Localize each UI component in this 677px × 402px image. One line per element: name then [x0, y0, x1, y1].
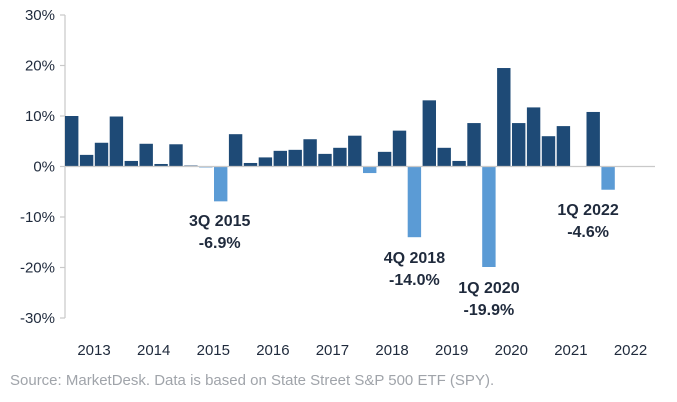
- bar: [318, 153, 332, 167]
- quarterly-returns-chart: 30% 20% 10% 0% -10% -20% -30% 2013 2014 2015 2016 2…: [20, 7, 655, 359]
- bar: [467, 123, 481, 167]
- source-note: Source: MarketDesk. Data is based on Sta…: [10, 372, 495, 389]
- x-tick-label: 2017: [316, 342, 349, 359]
- bar: [288, 149, 302, 167]
- bar: [407, 166, 422, 238]
- bar: [437, 147, 451, 167]
- bar: [169, 144, 183, 167]
- bar: [273, 150, 287, 167]
- y-tick-label: 0%: [33, 159, 55, 176]
- x-tick-label: 2015: [197, 342, 230, 359]
- bar: [601, 166, 615, 190]
- y-tick-label: -20%: [20, 260, 55, 277]
- x-tick-label: 2022: [614, 342, 647, 359]
- x-tick-label: 2013: [77, 342, 110, 359]
- x-tick-label: 2020: [495, 342, 528, 359]
- bar: [303, 139, 317, 167]
- bar: [526, 107, 541, 167]
- y-tick-label: -10%: [20, 209, 55, 226]
- annotation-quarter: 1Q 2020: [458, 280, 519, 297]
- x-tick-label: 2021: [554, 342, 587, 359]
- y-tick-label: 30%: [25, 7, 55, 24]
- bar: [541, 136, 556, 167]
- bar: [79, 154, 94, 167]
- bar: [109, 116, 124, 167]
- y-tick-label: 10%: [25, 108, 55, 125]
- bar: [497, 68, 511, 167]
- bar: [65, 116, 79, 167]
- bar: [154, 163, 168, 167]
- bar: [452, 160, 466, 167]
- bar: [512, 123, 526, 167]
- y-tick-label: 20%: [25, 58, 55, 75]
- x-tick-label: 2018: [375, 342, 408, 359]
- bar: [556, 126, 571, 167]
- annotation-quarter: 3Q 2015: [189, 213, 250, 230]
- y-tick-label: -30%: [20, 310, 55, 327]
- annotation-value: -4.6%: [567, 224, 609, 241]
- bar: [333, 147, 347, 167]
- bar: [124, 160, 138, 167]
- annotation-quarter: 4Q 2018: [384, 250, 445, 267]
- bar: [482, 166, 496, 267]
- bar: [586, 111, 600, 167]
- bar: [363, 166, 377, 174]
- bar: [94, 142, 109, 167]
- bar: [214, 166, 228, 202]
- annotation-value: -6.9%: [199, 235, 241, 252]
- annotation-value: -14.0%: [389, 272, 440, 289]
- bar: [243, 162, 258, 167]
- bar: [258, 157, 273, 167]
- x-tick-label: 2014: [137, 342, 170, 359]
- bar: [422, 100, 436, 167]
- x-tick-label: 2016: [256, 342, 289, 359]
- annotation-quarter: 1Q 2022: [557, 202, 618, 219]
- x-tick-label: 2019: [435, 342, 468, 359]
- bar: [228, 134, 243, 167]
- bar: [348, 135, 362, 167]
- annotation-value: -19.9%: [464, 302, 515, 319]
- bar: [377, 151, 392, 167]
- bar: [139, 143, 153, 167]
- bar: [392, 130, 407, 167]
